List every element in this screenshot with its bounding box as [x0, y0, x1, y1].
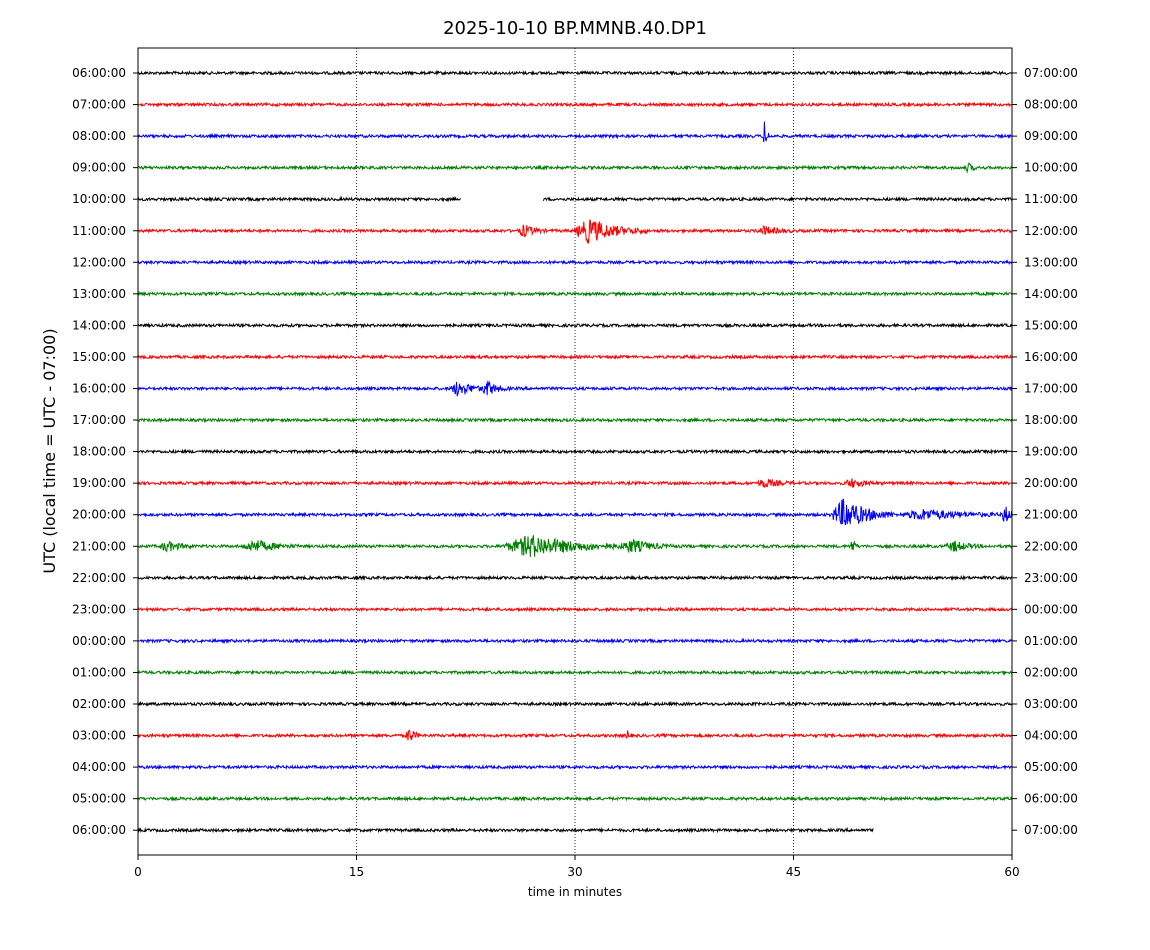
y-tick-label-left: 15:00:00 — [72, 350, 126, 364]
y-tick-label-left: 10:00:00 — [72, 192, 126, 206]
y-tick-label-left: 01:00:00 — [72, 665, 126, 679]
y-tick-label-right: 16:00:00 — [1024, 350, 1078, 364]
x-tick-label-0: 0 — [134, 865, 142, 879]
x-axis-label: time in minutes — [528, 885, 622, 899]
y-tick-label-right: 03:00:00 — [1024, 697, 1078, 711]
y-tick-label-right: 21:00:00 — [1024, 508, 1078, 522]
x-tick-label-15: 15 — [349, 865, 364, 879]
y-tick-label-right: 07:00:00 — [1024, 823, 1078, 837]
y-tick-label-left: 05:00:00 — [72, 792, 126, 806]
y-tick-label-left: 11:00:00 — [72, 224, 126, 238]
y-tick-label-right: 01:00:00 — [1024, 634, 1078, 648]
y-tick-label-right: 11:00:00 — [1024, 192, 1078, 206]
trace-row-10:00:00 — [137, 195, 1013, 203]
y-tick-label-right: 09:00:00 — [1024, 129, 1078, 143]
y-tick-label-left: 04:00:00 — [72, 760, 126, 774]
trace-row-20:00:00 — [137, 498, 1013, 526]
x-tick-label-30: 30 — [567, 865, 582, 879]
trace-row-21:00:00 — [137, 535, 1013, 557]
trace-row-22:00:00 — [137, 574, 1013, 582]
trace-row-13:00:00 — [137, 290, 1013, 298]
trace-row-02:00:00 — [137, 700, 1013, 708]
y-axis-label: UTC (local time = UTC - 07:00) — [40, 328, 59, 573]
y-tick-label-left: 07:00:00 — [72, 98, 126, 112]
y-tick-label-left: 13:00:00 — [72, 287, 126, 301]
y-tick-label-right: 17:00:00 — [1024, 382, 1078, 396]
y-tick-label-right: 02:00:00 — [1024, 665, 1078, 679]
trace-row-03:00:00 — [137, 729, 1012, 741]
y-tick-label-left: 12:00:00 — [72, 255, 126, 269]
y-tick-label-left: 16:00:00 — [72, 382, 126, 396]
y-tick-label-right: 23:00:00 — [1024, 571, 1078, 585]
y-tick-label-right: 20:00:00 — [1024, 476, 1078, 490]
y-tick-label-right: 04:00:00 — [1024, 729, 1078, 743]
y-tick-label-left: 21:00:00 — [72, 539, 126, 553]
y-tick-label-left: 00:00:00 — [72, 634, 126, 648]
trace-row-07:00:00 — [137, 101, 1012, 108]
y-tick-label-right: 18:00:00 — [1024, 413, 1078, 427]
trace-row-04:00:00 — [137, 763, 1012, 771]
trace-row-12:00:00 — [137, 258, 1013, 266]
y-tick-label-right: 15:00:00 — [1024, 318, 1078, 332]
x-ticks: 0 15 30 45 60 — [134, 855, 1020, 879]
chart-title: 2025-10-10 BP.MMNB.40.DP1 — [443, 18, 707, 39]
y-tick-label-right: 07:00:00 — [1024, 66, 1078, 80]
y-tick-label-left: 23:00:00 — [72, 602, 126, 616]
y-tick-label-right: 14:00:00 — [1024, 287, 1078, 301]
y-tick-label-left: 06:00:00 — [72, 823, 126, 837]
trace-row-09:00:00 — [137, 162, 1012, 174]
trace-row-05:00:00 — [137, 795, 1013, 802]
y-tick-label-right: 19:00:00 — [1024, 445, 1078, 459]
trace-row-17:00:00 — [137, 416, 1013, 424]
traces — [137, 69, 1013, 834]
y-tick-label-right: 12:00:00 — [1024, 224, 1078, 238]
y-tick-label-right: 06:00:00 — [1024, 792, 1078, 806]
y-tick-label-right: 13:00:00 — [1024, 255, 1078, 269]
y-tick-label-right: 00:00:00 — [1024, 602, 1078, 616]
y-tick-label-right: 10:00:00 — [1024, 161, 1078, 175]
grid-lines — [356, 48, 794, 855]
y-tick-label-left: 22:00:00 — [72, 571, 126, 585]
x-tick-label-45: 45 — [786, 865, 801, 879]
y-tick-label-left: 09:00:00 — [72, 161, 126, 175]
y-tick-label-left: 18:00:00 — [72, 445, 126, 459]
y-tick-label-left: 06:00:00 — [72, 66, 126, 80]
y-tick-label-right: 22:00:00 — [1024, 539, 1078, 553]
x-tick-label-60: 60 — [1004, 865, 1019, 879]
trace-row-18:00:00 — [137, 448, 1012, 455]
trace-row-15:00:00 — [137, 353, 1012, 361]
y-tick-label-left: 08:00:00 — [72, 129, 126, 143]
trace-row-08:00:00 — [137, 121, 1012, 143]
trace-row-23:00:00 — [137, 606, 1013, 613]
y-tick-label-left: 20:00:00 — [72, 508, 126, 522]
y-tick-label-left: 17:00:00 — [72, 413, 126, 427]
trace-row-06:00:00 — [137, 826, 874, 834]
trace-row-06:00:00 — [137, 69, 1012, 77]
y-ticks: 06:00:00 07:00:00 07:00:00 08:00:00 08:00:00… — [72, 66, 1078, 837]
trace-row-14:00:00 — [137, 322, 1013, 329]
trace-row-19:00:00 — [137, 478, 1012, 488]
trace-row-01:00:00 — [137, 669, 1013, 676]
y-tick-label-left: 19:00:00 — [72, 476, 126, 490]
y-tick-label-left: 03:00:00 — [72, 729, 126, 743]
y-tick-label-left: 02:00:00 — [72, 697, 126, 711]
y-tick-label-left: 14:00:00 — [72, 318, 126, 332]
y-tick-label-right: 08:00:00 — [1024, 98, 1078, 112]
trace-row-00:00:00 — [137, 637, 1013, 645]
y-tick-label-right: 05:00:00 — [1024, 760, 1078, 774]
trace-row-16:00:00 — [137, 380, 1013, 397]
trace-row-11:00:00 — [137, 219, 1012, 244]
